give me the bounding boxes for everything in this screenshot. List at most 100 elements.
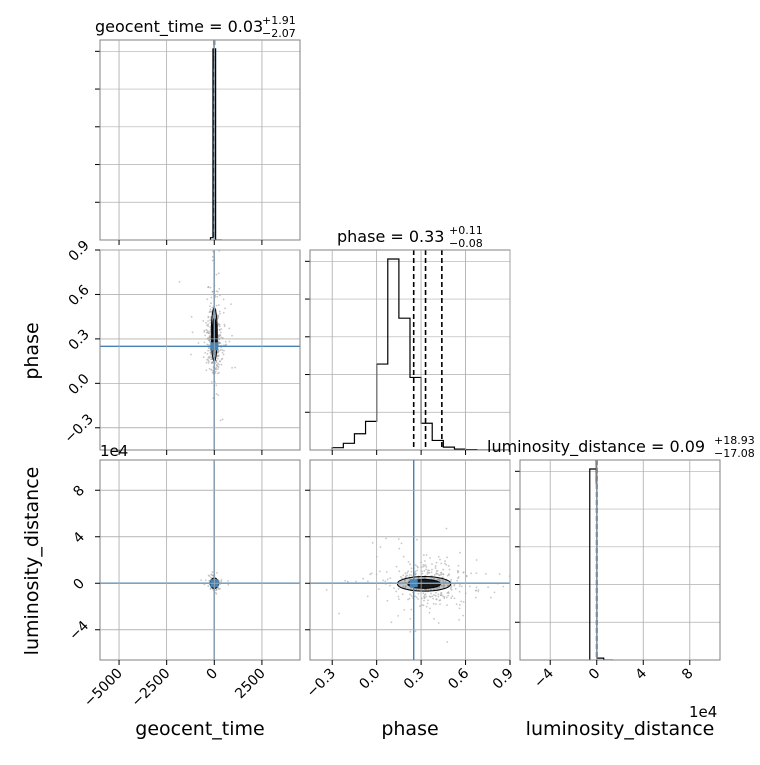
sample-point — [206, 352, 209, 355]
x-tick-label-pair-1: −5000 — [81, 666, 126, 711]
diagonal-panel-0 — [100, 40, 300, 240]
x-axis-label-phase: phase — [381, 718, 438, 740]
sample-point — [432, 602, 435, 605]
sample-point — [440, 584, 443, 587]
title-geocent-time: geocent_time = 0.03 — [95, 17, 263, 37]
sample-point — [418, 605, 421, 607]
sample-point — [475, 572, 478, 575]
sample-point — [422, 554, 425, 557]
sample-point — [423, 588, 426, 591]
sample-point — [425, 566, 428, 568]
title-geocent-time-plus: +1.91 — [262, 14, 296, 27]
sample-point — [362, 577, 365, 580]
sample-point — [217, 247, 219, 249]
sample-point — [217, 368, 219, 370]
sample-point — [446, 574, 449, 577]
sample-point — [203, 330, 206, 333]
sample-point — [366, 595, 369, 598]
sample-point — [445, 527, 448, 530]
sample-point — [421, 604, 423, 606]
offset-text-y-luminosity-distance: 1e4 — [100, 442, 128, 460]
sample-point — [431, 563, 433, 566]
sample-point — [439, 603, 441, 606]
sample-point — [487, 586, 490, 589]
sample-point — [429, 588, 432, 591]
sample-point — [209, 286, 212, 289]
sample-point — [203, 583, 206, 586]
sample-point — [421, 597, 423, 600]
sample-point — [429, 607, 431, 610]
sample-point — [450, 588, 453, 591]
sample-point — [451, 595, 454, 598]
sample-point — [430, 571, 433, 574]
sample-point — [440, 592, 442, 595]
y-tick-label-pair-0: 0.3 — [66, 327, 93, 354]
sample-point — [433, 578, 436, 580]
sample-point — [435, 598, 438, 600]
sample-point — [447, 591, 450, 593]
sample-point — [450, 597, 453, 599]
sample-point — [442, 584, 445, 587]
sample-point — [378, 570, 381, 573]
sample-point — [205, 328, 208, 331]
sample-point — [453, 597, 456, 600]
sample-point — [190, 353, 192, 356]
sample-point — [427, 599, 429, 602]
sample-point — [414, 572, 417, 575]
sample-point — [221, 357, 224, 360]
sample-point — [206, 298, 209, 301]
sample-point — [423, 560, 426, 562]
title-luminosity-distance: luminosity_distance = 0.09 — [487, 437, 705, 457]
sample-point — [404, 586, 407, 589]
sample-point — [446, 604, 448, 607]
sample-point — [402, 585, 405, 588]
sample-point — [404, 572, 407, 575]
panels-layer — [95, 39, 721, 665]
sample-point — [209, 587, 212, 590]
sample-point — [421, 577, 424, 579]
y-axis-label-luminosity-distance: luminosity_distance — [21, 467, 43, 656]
sample-point — [437, 593, 440, 596]
sample-point — [415, 588, 418, 591]
sample-point — [431, 595, 434, 598]
sample-point — [435, 572, 438, 575]
sample-point — [446, 556, 449, 559]
sample-point — [437, 578, 440, 581]
sample-point — [410, 608, 413, 611]
sample-point — [450, 578, 453, 581]
sample-point — [439, 558, 441, 561]
sample-point — [498, 573, 501, 575]
x-tick-label-pair-2: 0.0 — [356, 666, 383, 693]
sample-point — [204, 334, 207, 337]
sample-point — [217, 394, 220, 397]
sample-point — [401, 593, 404, 596]
sample-point — [441, 578, 444, 581]
sample-point — [437, 622, 440, 624]
sample-point — [457, 571, 459, 574]
sample-point — [403, 579, 406, 582]
sample-point — [433, 617, 435, 620]
sample-point — [366, 580, 369, 583]
sample-point — [215, 290, 218, 292]
sample-point — [422, 604, 425, 607]
sample-point — [218, 325, 221, 328]
sample-point — [370, 572, 373, 575]
pair-panel-0 — [100, 247, 300, 450]
sample-point — [395, 590, 398, 593]
sample-point — [223, 349, 225, 352]
sample-point — [223, 323, 226, 326]
y-tick-label-pair-1: 8 — [70, 483, 88, 501]
sample-point — [217, 272, 220, 275]
sample-point — [209, 321, 212, 324]
x-axis-label-geocent-time: geocent_time — [135, 718, 264, 740]
sample-point — [206, 343, 209, 346]
sample-point — [428, 595, 431, 598]
sample-point — [433, 594, 435, 596]
sample-point — [206, 331, 209, 334]
sample-point — [227, 579, 230, 582]
sample-point — [207, 362, 210, 364]
sample-point — [389, 584, 391, 587]
x-tick-label-diag-2: −4 — [531, 665, 557, 691]
sample-point — [205, 579, 207, 582]
sample-point — [216, 295, 219, 298]
